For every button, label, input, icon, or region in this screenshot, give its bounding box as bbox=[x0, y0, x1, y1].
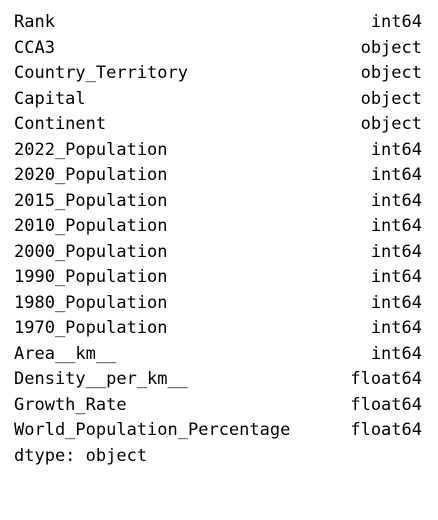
dtypes-output: Rank int64 CCA3 object Country_Territory… bbox=[14, 10, 422, 469]
dtype-row: Capital object bbox=[14, 87, 422, 113]
column-name: Rank bbox=[14, 12, 55, 32]
dtype-row: CCA3 object bbox=[14, 36, 422, 62]
column-name: Capital bbox=[14, 88, 86, 109]
column-dtype: int64 bbox=[370, 12, 422, 32]
column-dtype: object bbox=[360, 63, 422, 83]
column-name: 2020_Population bbox=[14, 165, 168, 185]
column-dtype: int64 bbox=[370, 343, 422, 364]
column-dtype: int64 bbox=[370, 216, 422, 236]
column-name: 2022_Population bbox=[14, 139, 168, 160]
column-dtype: object bbox=[360, 88, 422, 109]
dtype-row: Density__per_km__ float64 bbox=[14, 367, 422, 393]
dtype-row: 2010_Population int64 bbox=[14, 214, 422, 240]
column-name: 1980_Population bbox=[14, 292, 168, 313]
column-dtype: int64 bbox=[370, 165, 422, 185]
column-name: 2010_Population bbox=[14, 216, 168, 236]
column-dtype: int64 bbox=[370, 267, 422, 287]
dtype-row: Continent object bbox=[14, 112, 422, 138]
column-dtype: int64 bbox=[370, 190, 422, 211]
column-name: World_Population_Percentage bbox=[14, 420, 291, 440]
column-dtype: object bbox=[360, 114, 422, 134]
column-name: CCA3 bbox=[14, 37, 55, 58]
column-dtype: float64 bbox=[350, 420, 422, 440]
column-dtype: int64 bbox=[370, 139, 422, 160]
column-name: Area__km__ bbox=[14, 343, 117, 364]
dtype-row: 1980_Population int64 bbox=[14, 291, 422, 317]
column-dtype: int64 bbox=[370, 292, 422, 313]
dtype-row: 2020_Population int64 bbox=[14, 163, 422, 189]
column-dtype: object bbox=[360, 37, 422, 58]
dtype-row: Country_Territory object bbox=[14, 61, 422, 87]
dtype-row: Growth_Rate float64 bbox=[14, 393, 422, 419]
column-name: 2000_Population bbox=[14, 241, 168, 262]
column-name: 2015_Population bbox=[14, 190, 168, 211]
column-name: Growth_Rate bbox=[14, 394, 127, 415]
column-name: Continent bbox=[14, 114, 107, 134]
column-name: Density__per_km__ bbox=[14, 369, 188, 389]
dtype-row: 2015_Population int64 bbox=[14, 189, 422, 215]
dtype-row: 2000_Population int64 bbox=[14, 240, 422, 266]
dtype-footer: dtype: object bbox=[14, 445, 148, 466]
dtype-row: 2022_Population int64 bbox=[14, 138, 422, 164]
dtype-row: 1990_Population int64 bbox=[14, 265, 422, 291]
dtype-row: Rank int64 bbox=[14, 10, 422, 36]
column-dtype: float64 bbox=[350, 394, 422, 415]
dtype-row: 1970_Population int64 bbox=[14, 316, 422, 342]
column-dtype: int64 bbox=[370, 241, 422, 262]
column-name: 1990_Population bbox=[14, 267, 168, 287]
dtype-row: Area__km__ int64 bbox=[14, 342, 422, 368]
column-dtype: int64 bbox=[370, 318, 422, 338]
column-name: Country_Territory bbox=[14, 63, 188, 83]
dtype-row: World_Population_Percentage float64 bbox=[14, 418, 422, 444]
column-dtype: float64 bbox=[350, 369, 422, 389]
column-name: 1970_Population bbox=[14, 318, 168, 338]
